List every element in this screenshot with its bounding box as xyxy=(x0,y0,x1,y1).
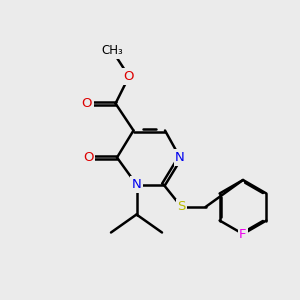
Text: N: N xyxy=(175,151,185,164)
Text: CH₃: CH₃ xyxy=(102,44,123,58)
Text: O: O xyxy=(82,97,92,110)
Text: N: N xyxy=(132,178,141,191)
Text: O: O xyxy=(124,70,134,83)
Text: O: O xyxy=(83,151,94,164)
Text: F: F xyxy=(239,227,247,241)
Text: S: S xyxy=(177,200,186,214)
